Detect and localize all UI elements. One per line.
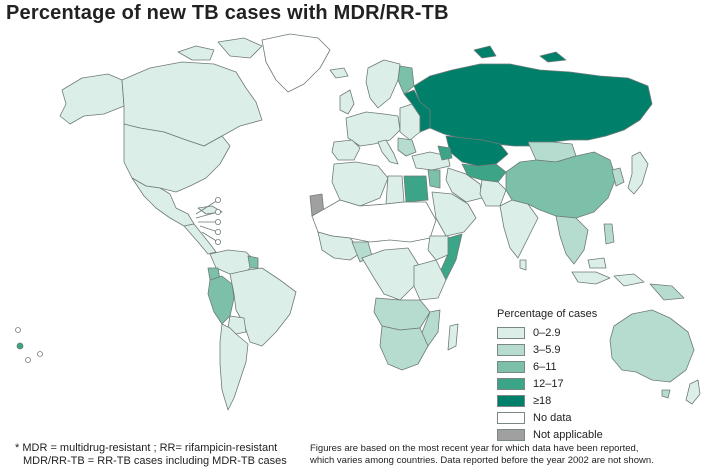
- region-iran-iraq: [445, 167, 483, 203]
- footnote-source-line2: which varies among countries. Data repor…: [310, 455, 654, 466]
- region-southeast-asia: [555, 215, 589, 265]
- region-russia-islands: [473, 45, 567, 63]
- region-southern-africa: [379, 325, 429, 371]
- region-iceland: [329, 67, 349, 79]
- region-chile-argentina: [219, 323, 249, 411]
- legend-swatch: [497, 360, 525, 373]
- region-ethiopia: [427, 235, 451, 261]
- region-balkans: [397, 137, 417, 157]
- region-philippines: [603, 223, 615, 245]
- legend-label: No data: [533, 411, 572, 424]
- region-canada-islands: [177, 37, 263, 61]
- region-iberia: [331, 139, 361, 161]
- region-caucasus: [437, 145, 453, 161]
- caribbean-callout-dot: [214, 238, 221, 245]
- map-title: Percentage of new TB cases with MDR/RR-T…: [6, 2, 449, 24]
- region-sri-lanka: [519, 259, 527, 271]
- legend-swatch: [497, 428, 525, 441]
- legend-item: 6–11: [497, 358, 603, 375]
- legend-item: 3–5.9: [497, 341, 603, 358]
- region-alaska: [59, 73, 125, 125]
- region-kazakhstan: [445, 135, 509, 167]
- region-east-africa: [413, 259, 447, 301]
- legend-swatch: [497, 411, 525, 424]
- world-choropleth-map: [0, 28, 706, 438]
- legend-item: 12–17: [497, 375, 603, 392]
- legend-label: 3–5.9: [533, 343, 561, 356]
- region-turkey: [411, 151, 451, 171]
- caribbean-callout-dot: [214, 218, 221, 225]
- legend-label: Not applicable: [533, 428, 603, 441]
- region-levant: [427, 169, 441, 189]
- region-indonesia: [571, 257, 645, 287]
- island-marker: [25, 357, 31, 363]
- region-egypt: [403, 175, 429, 203]
- legend-swatch: [497, 394, 525, 407]
- island-marker: [15, 327, 21, 333]
- region-china: [505, 151, 617, 219]
- region-korea: [611, 167, 625, 187]
- map-legend: Percentage of cases 0–2.9 3–5.9 6–11 12–17 ≥…: [497, 307, 603, 443]
- legend-title: Percentage of cases: [497, 308, 598, 320]
- region-madagascar: [447, 323, 459, 351]
- region-angola-zambia: [373, 297, 431, 331]
- legend-swatch: [497, 377, 525, 390]
- region-italy: [377, 139, 399, 165]
- legend-label: 12–17: [533, 377, 564, 390]
- legend-item: 0–2.9: [497, 324, 603, 341]
- region-central-america: [183, 223, 217, 255]
- legend-label: 0–2.9: [533, 326, 561, 339]
- region-brazil: [229, 267, 297, 347]
- footnote-source-line1: Figures are based on the most recent yea…: [310, 443, 639, 454]
- caribbean-callout-lines: [195, 199, 219, 243]
- island-marker: [16, 342, 24, 350]
- legend-swatch: [497, 326, 525, 339]
- region-greenland: [261, 33, 331, 93]
- region-uk: [339, 89, 355, 115]
- legend-items: 0–2.9 3–5.9 6–11 12–17 ≥18 No data Not applica…: [497, 324, 603, 443]
- region-new-zealand: [685, 379, 701, 405]
- region-libya: [385, 175, 405, 205]
- legend-swatch: [497, 343, 525, 356]
- footnote-abbrev-line1: * MDR = multidrug-resistant ; RR= rifamp…: [15, 442, 278, 454]
- abbreviation-footnote: * MDR = multidrug-resistant ; RR= rifamp…: [15, 442, 287, 468]
- caribbean-callout-dot: [214, 208, 221, 215]
- caribbean-callout-dot: [214, 196, 221, 203]
- region-afghanistan-pakistan: [479, 179, 507, 207]
- source-footnote: Figures are based on the most recent yea…: [310, 443, 654, 467]
- region-central-africa: [361, 247, 419, 301]
- region-russia: [413, 63, 653, 147]
- region-finland: [397, 65, 415, 95]
- legend-item: ≥18: [497, 392, 603, 409]
- world-map-svg: [15, 33, 701, 411]
- region-japan: [627, 151, 649, 195]
- region-mexico: [131, 177, 195, 227]
- region-tasmania: [661, 389, 671, 399]
- region-india: [499, 199, 539, 259]
- region-western-europe: [345, 111, 401, 147]
- region-morocco-algeria: [331, 161, 389, 207]
- legend-item: Not applicable: [497, 426, 603, 443]
- legend-label: ≥18: [533, 394, 552, 407]
- region-west-africa: [317, 231, 363, 261]
- region-australia: [609, 309, 695, 383]
- region-guyana: [247, 255, 259, 269]
- legend-item: No data: [497, 409, 603, 426]
- caribbean-callout-dot: [214, 228, 221, 235]
- legend-label: 6–11: [533, 360, 557, 373]
- region-papua: [649, 283, 685, 301]
- footnote-abbrev-line2: MDR/RR-TB = RR-TB cases including MDR-TB…: [23, 455, 287, 467]
- region-scandinavia: [365, 59, 401, 109]
- region-arabian-peninsula: [431, 191, 477, 237]
- region-bolivia: [227, 315, 247, 335]
- island-marker: [37, 351, 43, 357]
